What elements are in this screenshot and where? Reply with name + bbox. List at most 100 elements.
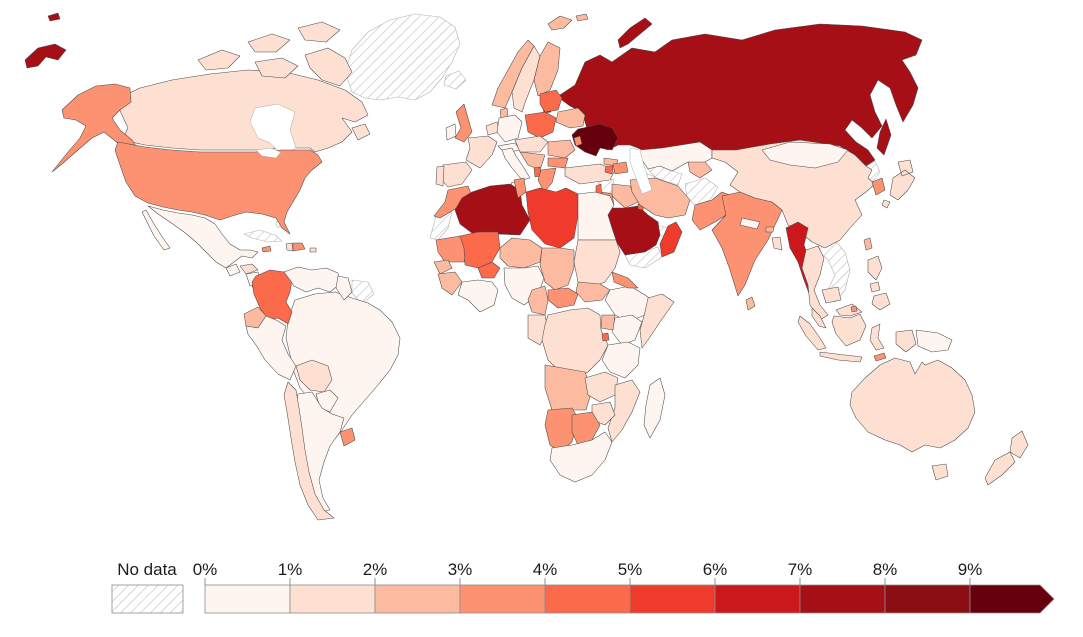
country-guinea[interactable] (437, 271, 463, 296)
country-tanzania[interactable] (601, 341, 641, 379)
country-belarus[interactable] (555, 107, 586, 129)
country-australia[interactable] (849, 357, 976, 453)
country-france[interactable] (465, 135, 498, 169)
country-south-africa[interactable] (549, 431, 613, 483)
country-oman[interactable] (659, 221, 683, 258)
country-greece[interactable] (537, 167, 557, 193)
legend-seg-5[interactable] (629, 584, 716, 614)
country-iceland[interactable] (443, 70, 467, 90)
country-finland[interactable] (533, 41, 561, 97)
country-burkina[interactable] (477, 261, 501, 279)
country-germany[interactable] (496, 114, 523, 143)
country-chad[interactable] (539, 247, 575, 291)
country-dominican-republic[interactable] (292, 242, 306, 252)
country-cuba[interactable] (243, 229, 283, 243)
country-portugal[interactable] (435, 165, 445, 187)
country-sudan[interactable] (573, 239, 621, 289)
country-morocco[interactable] (433, 185, 473, 219)
country-russia-novaya-zemlya[interactable] (617, 17, 653, 49)
country-australia-tasmania[interactable] (931, 463, 949, 481)
legend-seg-8[interactable] (884, 584, 971, 614)
country-russia[interactable] (559, 23, 923, 167)
country-cambodia[interactable] (821, 286, 842, 304)
country-greenland[interactable] (344, 13, 461, 101)
country-malaysia[interactable] (811, 303, 863, 329)
legend-seg-1[interactable] (289, 584, 376, 614)
country-azerbaijan[interactable] (612, 161, 629, 175)
country-honduras[interactable] (239, 263, 259, 275)
country-thailand[interactable] (801, 245, 829, 321)
legend-seg-0[interactable] (204, 584, 291, 614)
country-niger[interactable] (499, 237, 543, 269)
country-new-zealand[interactable] (984, 430, 1029, 486)
country-japan[interactable] (881, 159, 916, 209)
legend-seg-4[interactable] (544, 584, 631, 614)
legend-seg-3[interactable] (459, 584, 546, 614)
country-car[interactable] (547, 287, 579, 309)
country-saudi-arabia[interactable] (602, 205, 661, 256)
country-russia-sakhalin[interactable] (876, 118, 892, 156)
country-suriname-frguiana[interactable] (351, 279, 375, 305)
country-south-sudan[interactable] (575, 281, 611, 303)
country-bolivia[interactable] (295, 359, 333, 393)
country-uk[interactable] (454, 103, 473, 143)
country-puerto-rico[interactable] (309, 247, 317, 253)
country-canada-newfoundland[interactable] (351, 123, 371, 141)
country-mexico[interactable] (147, 205, 259, 269)
country-brunei[interactable] (850, 305, 858, 313)
country-eritrea[interactable] (611, 271, 639, 289)
country-moldova[interactable] (573, 135, 583, 147)
country-peru[interactable] (245, 315, 297, 381)
country-libya[interactable] (525, 187, 579, 249)
country-kyrgyz-tajik[interactable] (687, 161, 713, 179)
country-bulgaria[interactable] (547, 157, 569, 169)
country-nepal[interactable] (739, 217, 761, 230)
country-chile[interactable] (283, 381, 335, 521)
country-armenia[interactable] (604, 165, 614, 175)
country-norway[interactable] (491, 39, 535, 109)
legend-seg-7[interactable] (799, 584, 886, 614)
country-burundi[interactable] (601, 332, 610, 342)
country-mali[interactable] (459, 231, 501, 269)
country-angola[interactable] (544, 364, 593, 411)
country-taiwan[interactable] (863, 237, 873, 251)
country-haiti[interactable] (285, 242, 294, 252)
country-jamaica[interactable] (261, 245, 272, 253)
country-png[interactable] (915, 329, 953, 353)
country-laos-vietnam[interactable] (817, 236, 851, 303)
country-indonesia[interactable] (797, 313, 917, 363)
country-kenya[interactable] (611, 314, 643, 346)
country-uruguay[interactable] (339, 427, 356, 447)
country-mexico-baja[interactable] (141, 209, 171, 251)
country-russia-chukotka[interactable] (24, 43, 67, 69)
country-south-korea[interactable] (871, 177, 886, 196)
country-czech-hungary[interactable] (514, 135, 549, 153)
legend-no-data-swatch[interactable] (111, 584, 184, 614)
legend-seg-6[interactable] (714, 584, 801, 614)
country-benelux[interactable] (485, 121, 500, 136)
country-philippines[interactable] (867, 255, 891, 311)
legend-seg-9-arrow[interactable] (969, 584, 1055, 614)
country-ireland[interactable] (445, 123, 457, 141)
country-bhutan[interactable] (765, 226, 775, 233)
country-timor[interactable] (873, 352, 887, 362)
country-drc[interactable] (541, 307, 609, 379)
country-bangladesh[interactable] (771, 236, 783, 251)
country-romania[interactable] (547, 139, 576, 159)
country-uganda[interactable] (600, 314, 616, 331)
country-sri-lanka[interactable] (745, 296, 756, 311)
country-venezuela[interactable] (283, 266, 341, 293)
country-ukraine[interactable] (571, 123, 619, 157)
country-mongolia[interactable] (761, 141, 849, 169)
country-russia-wrangel[interactable] (47, 12, 61, 22)
country-arctic-islands[interactable] (197, 21, 353, 87)
country-baltics[interactable] (539, 89, 563, 113)
country-guatemala[interactable] (225, 263, 241, 277)
country-senegal[interactable] (433, 259, 453, 275)
country-svalbard[interactable] (547, 13, 589, 31)
country-poland[interactable] (524, 111, 557, 139)
country-madagascar[interactable] (643, 377, 666, 439)
country-ivory-ghana[interactable] (457, 279, 499, 313)
country-guyana[interactable] (335, 275, 353, 301)
country-somalia[interactable] (639, 293, 675, 349)
